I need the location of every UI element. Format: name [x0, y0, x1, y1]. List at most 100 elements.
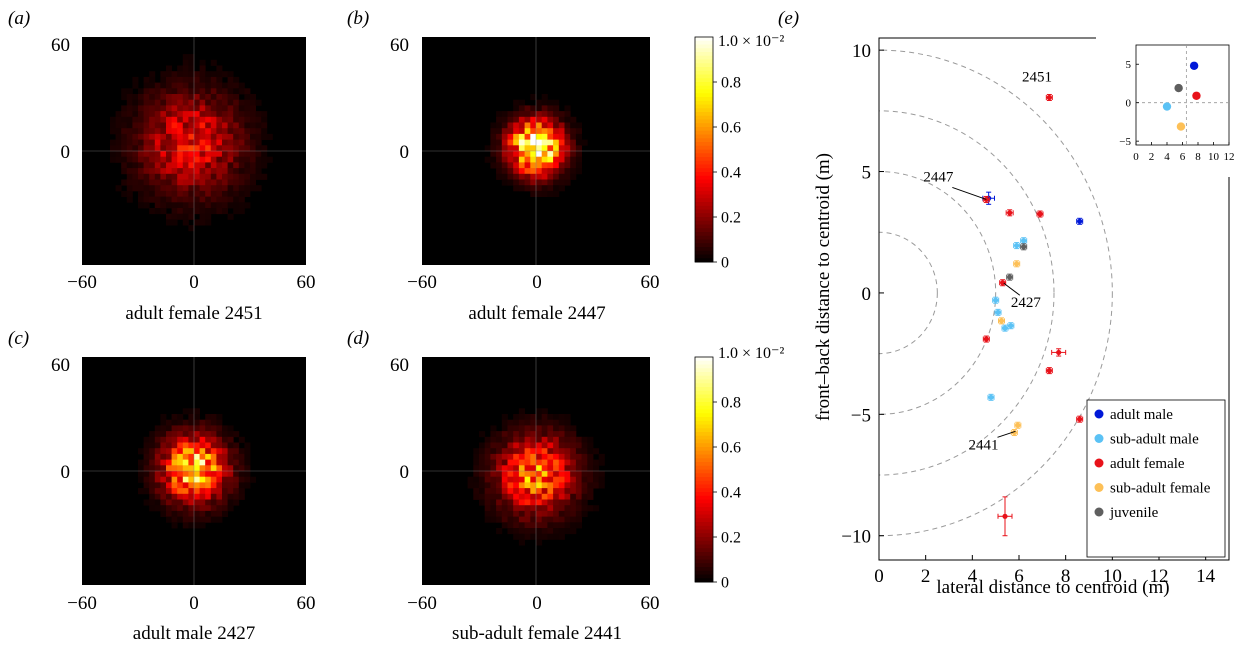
heatmap-cell [199, 219, 206, 226]
heatmap-cell [154, 493, 161, 500]
heatmap-cell [166, 94, 172, 101]
heatmap-cell [558, 173, 565, 180]
heatmap-cell [222, 122, 228, 129]
heatmap-cell [216, 510, 223, 517]
heatmap-cell [507, 419, 514, 426]
heatmap-cell [473, 459, 480, 466]
x-tick-label: 10 [1103, 566, 1122, 587]
heatmap-cell [518, 173, 525, 180]
heatmap-cell [575, 459, 582, 466]
heatmap-cell [188, 185, 195, 192]
heatmap-cell [233, 190, 240, 197]
heatmap-cell [558, 168, 565, 175]
heatmap-cell [547, 111, 554, 118]
heatmap-cell [530, 528, 537, 535]
heatmap-cell [227, 202, 234, 209]
heatmap-cell [530, 505, 537, 512]
heatmap-cell [171, 510, 178, 517]
colorbar-top: 1.0 × 10⁻² 0.80.60.40.20 [694, 33, 784, 272]
heatmap-cell [255, 116, 262, 123]
inset-x-tick-label: 12 [1224, 151, 1235, 163]
heatmap-cell [210, 145, 217, 152]
heatmap-cell [541, 442, 548, 449]
heatmap-cell [564, 436, 571, 443]
heatmap-cell [233, 482, 240, 489]
data-point [998, 318, 1005, 324]
heatmap-cell [570, 471, 577, 478]
colorbar-segment [695, 357, 713, 362]
heatmap-cell [171, 431, 178, 438]
heatmap-d [422, 357, 650, 585]
heatmap-cell [496, 116, 503, 123]
heatmap-cell [188, 139, 195, 146]
heatmap-cell [530, 128, 537, 135]
heatmap-cell [160, 459, 167, 466]
heatmap-cell [530, 510, 537, 517]
heatmap-cell [541, 128, 548, 135]
heatmap-cell [238, 196, 245, 203]
heatmap-cell [507, 465, 514, 472]
heatmap-cell [222, 139, 228, 146]
heatmap-cell [222, 168, 228, 175]
colorbar-segment [695, 115, 713, 120]
heatmap-cell [188, 471, 195, 478]
heatmap-cell [126, 162, 133, 169]
colorbar-segment [695, 250, 713, 255]
heatmap-cell [222, 82, 228, 89]
heatmap-cell [166, 465, 172, 472]
x-tick-label: 8 [1061, 566, 1071, 587]
heatmap-cell [244, 88, 251, 95]
heatmap-cell [513, 162, 520, 169]
heatmap-cell [182, 145, 189, 152]
heatmap-cell [171, 465, 178, 472]
heatmap-cell [205, 202, 212, 209]
heatmap-cell [188, 116, 195, 123]
heatmap-cell [194, 499, 200, 506]
heatmap-cell [177, 151, 184, 158]
heatmap-cell [536, 139, 543, 146]
y-tick-label: 5 [862, 163, 872, 184]
heatmap-cell [205, 179, 212, 186]
data-point [1007, 274, 1013, 280]
heatmap-cell [132, 151, 139, 158]
heatmap-cell [149, 459, 156, 466]
colorbar-segment [695, 119, 713, 124]
heatmap-cell [177, 488, 184, 495]
heatmap-cell [233, 76, 240, 83]
heatmap-cell [216, 442, 223, 449]
heatmap-cell [233, 111, 240, 118]
heatmap-cell [233, 173, 240, 180]
heatmap-cell [261, 162, 268, 169]
heatmap-cell [199, 145, 206, 152]
heatmap-cell [261, 128, 268, 135]
heatmap-cell [227, 82, 234, 89]
heatmap-cell [171, 488, 178, 495]
heatmap-cell [496, 453, 503, 460]
heatmap-cell [553, 414, 560, 421]
heatmap-cell [132, 116, 139, 123]
heatmap-cell [479, 448, 486, 455]
colorbar-segment [695, 450, 713, 455]
heatmap-cell [205, 116, 212, 123]
heatmap-cell [166, 516, 172, 523]
heatmap-cell [524, 425, 531, 432]
heatmap-cell [121, 111, 128, 118]
heatmap-cell [518, 139, 525, 146]
heatmap-cell [210, 448, 217, 455]
heatmap-cell [160, 128, 167, 135]
heatmap-cell [199, 493, 206, 500]
heatmap-cell [149, 88, 156, 95]
inset-point [1176, 122, 1186, 131]
heatmap-cell [233, 82, 240, 89]
heatmap-cell [553, 510, 560, 517]
heatmap-cell [199, 442, 206, 449]
heatmap-cell [513, 516, 520, 523]
series-sub-adult-male [987, 237, 1028, 401]
heatmap-cell [484, 505, 491, 512]
heatmap-cell [530, 419, 537, 426]
heatmap-cell [513, 453, 520, 460]
heatmap-cell [177, 516, 184, 523]
heatmap-cell [188, 105, 195, 112]
heatmap-cell [496, 173, 503, 180]
x-tick-label: 6 [1014, 566, 1024, 587]
